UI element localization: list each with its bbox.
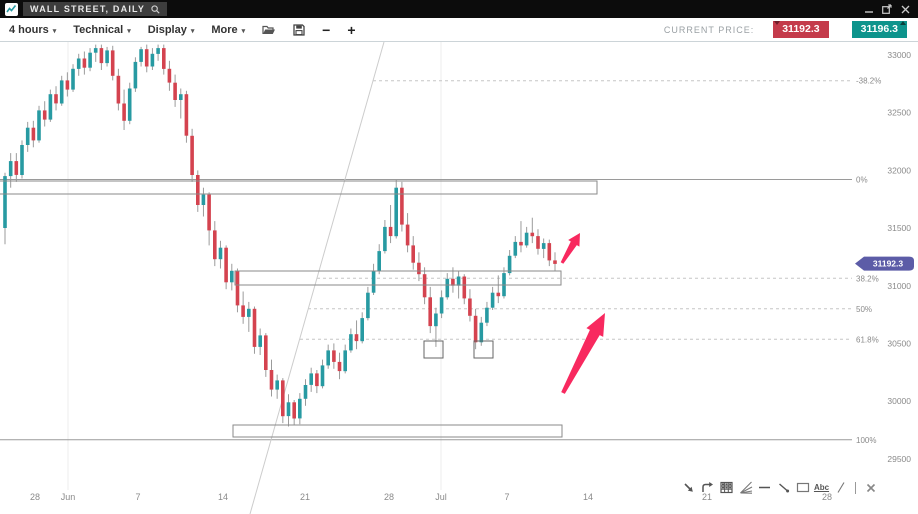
chevron-down-icon: ▾ (52, 27, 57, 35)
time-axis-labels: 28 Jun 7 14 21 28 Jul 7 14 21 28 (30, 492, 832, 502)
price-axis-labels: 33000 32500 32000 31500 31000 30500 30000 29500 (887, 50, 911, 464)
popout-button[interactable] (882, 4, 892, 14)
close-icon[interactable] (863, 480, 878, 495)
search-icon[interactable] (151, 4, 160, 14)
annotation-arrows (560, 233, 605, 394)
minimize-button[interactable] (865, 5, 873, 14)
svg-text:28: 28 (384, 492, 394, 502)
drawn-rectangles (0, 180, 598, 438)
month-gridlines (67, 42, 442, 490)
svg-text:28: 28 (822, 492, 832, 502)
app-logo-icon (5, 2, 18, 16)
sell-price-badge[interactable]: 31192.3 (773, 21, 829, 38)
tick-down-icon (774, 21, 781, 25)
svg-text:14: 14 (218, 492, 228, 502)
chevron-down-icon: ▾ (241, 27, 246, 35)
svg-text:21: 21 (300, 492, 310, 502)
svg-text:50%: 50% (856, 305, 872, 314)
technical-menu[interactable]: Technical ▾ (73, 23, 131, 36)
svg-text:21: 21 (702, 492, 712, 502)
svg-text:33000: 33000 (887, 50, 911, 60)
candles (3, 44, 557, 427)
svg-text:38.2%: 38.2% (856, 274, 879, 283)
more-menu[interactable]: More ▾ (211, 23, 246, 36)
zoom-out-button[interactable]: − (322, 21, 331, 38)
buy-price-badge[interactable]: 31196.3 (851, 21, 907, 38)
svg-text:31000: 31000 (887, 281, 911, 291)
tick-up-icon (900, 21, 906, 25)
elbow-arrow-icon[interactable] (700, 480, 715, 495)
svg-text:32000: 32000 (887, 165, 911, 175)
svg-text:100%: 100% (856, 436, 876, 445)
fan-lines-icon[interactable] (738, 480, 753, 495)
chart-title-chip[interactable]: WALL STREET, DAILY (23, 2, 168, 16)
timeframe-dropdown[interactable]: 4 hours ▾ (9, 23, 57, 36)
display-menu[interactable]: Display ▾ (147, 23, 195, 36)
horizontal-line-icon[interactable] (757, 480, 772, 495)
line-icon[interactable] (833, 480, 848, 495)
save-icon[interactable] (293, 23, 305, 36)
svg-text:14: 14 (583, 492, 593, 502)
chart-toolbar: 4 hours ▾ Technical ▾ Display ▾ More ▾ − + C… (0, 18, 918, 42)
window-titlebar: WALL STREET, DAILY (0, 0, 918, 18)
trendline-icon[interactable] (776, 480, 791, 495)
chart-area: 33000 32500 32000 31500 31000 30500 30000 29500… (0, 42, 918, 514)
text-icon[interactable]: Abc (813, 483, 830, 492)
svg-text:61.8%: 61.8% (856, 335, 879, 344)
svg-text:Jul: Jul (435, 492, 447, 502)
toolbar-separator (855, 481, 856, 494)
svg-text:-38.2%: -38.2% (856, 77, 881, 86)
svg-text:28: 28 (30, 492, 40, 502)
svg-text:31500: 31500 (887, 223, 911, 233)
chevron-down-icon: ▾ (190, 27, 195, 35)
drawing-toolbar: Abc (681, 480, 878, 495)
svg-text:29500: 29500 (887, 454, 911, 464)
svg-text:Jun: Jun (61, 492, 76, 502)
trendline (249, 42, 385, 514)
open-chart-icon[interactable] (262, 24, 276, 36)
close-button[interactable] (901, 5, 910, 14)
price-chart[interactable]: 33000 32500 32000 31500 31000 30500 30000 29500… (0, 42, 918, 514)
grid-icon[interactable] (719, 480, 734, 495)
svg-text:7: 7 (135, 492, 140, 502)
svg-text:32500: 32500 (887, 108, 911, 118)
svg-text:30500: 30500 (887, 338, 911, 348)
current-price-tag: 31192.3 (855, 256, 914, 271)
fibonacci-levels (0, 80, 852, 441)
svg-text:0%: 0% (856, 176, 868, 185)
chevron-down-icon: ▾ (127, 27, 131, 35)
svg-text:31192.3: 31192.3 (873, 259, 904, 269)
svg-text:30000: 30000 (887, 396, 911, 406)
draw-arrow-icon[interactable] (681, 480, 696, 495)
current-price-label: CURRENT PRICE: (663, 24, 755, 35)
svg-text:7: 7 (504, 492, 509, 502)
zoom-in-button[interactable]: + (347, 21, 356, 38)
fibonacci-labels: -38.2% 0% 38.2% 50% 61.8% 100% (856, 77, 881, 445)
chart-title: WALL STREET, DAILY (30, 4, 146, 14)
rectangle-icon[interactable] (795, 480, 810, 495)
